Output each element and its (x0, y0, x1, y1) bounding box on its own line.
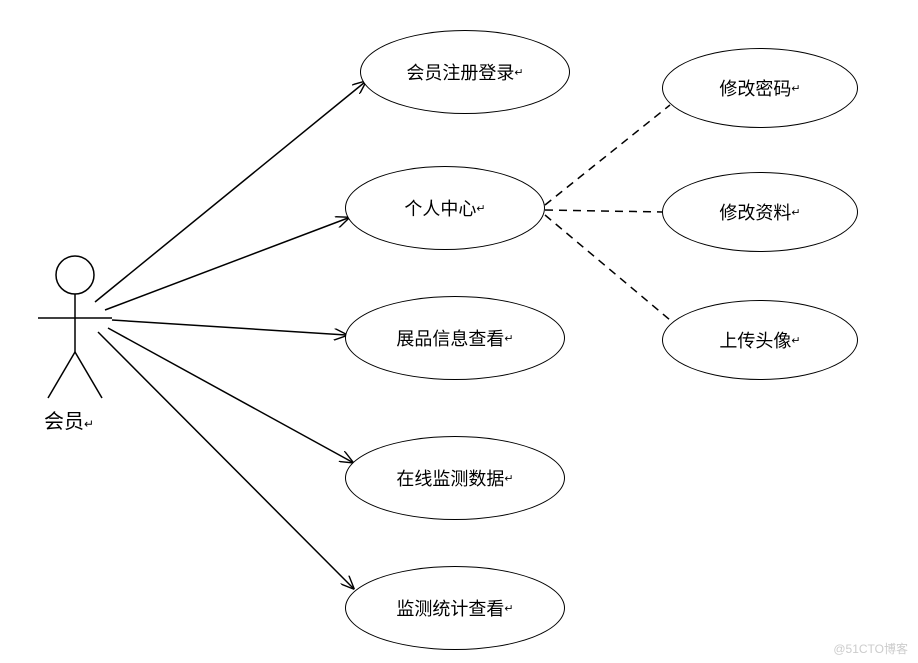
uc-upload-avatar-suffix: ↵ (791, 334, 800, 347)
uc-register-login: 会员注册登录↵ (360, 30, 570, 114)
edge-personal-password (545, 105, 670, 205)
uc-change-password-label: 修改密码 (719, 75, 791, 101)
uc-exhibit-view-label: 展品信息查看 (396, 325, 504, 351)
uc-personal-center: 个人中心↵ (345, 166, 545, 250)
uc-upload-avatar: 上传头像↵ (662, 300, 858, 380)
uc-exhibit-view: 展品信息查看↵ (345, 296, 565, 380)
uc-change-password: 修改密码↵ (662, 48, 858, 128)
uc-exhibit-view-suffix: ↵ (504, 332, 513, 345)
uc-change-profile-label: 修改资料 (719, 199, 791, 225)
uc-online-monitor-suffix: ↵ (504, 472, 513, 485)
edge-actor-exhibit (112, 320, 346, 335)
uc-register-login-suffix: ↵ (514, 66, 523, 79)
actor-figure (38, 256, 112, 398)
uc-online-monitor-label: 在线监测数据 (396, 465, 504, 491)
uc-monitor-stats: 监测统计查看↵ (345, 566, 565, 650)
edge-personal-avatar (545, 215, 670, 320)
edge-actor-stats (98, 332, 353, 588)
uc-change-profile: 修改资料↵ (662, 172, 858, 252)
uc-register-login-label: 会员注册登录 (406, 59, 514, 85)
uc-personal-center-label: 个人中心 (404, 195, 476, 221)
actor-leg-left (48, 352, 75, 398)
uc-change-profile-suffix: ↵ (791, 206, 800, 219)
uc-monitor-stats-suffix: ↵ (504, 602, 513, 615)
uc-online-monitor: 在线监测数据↵ (345, 436, 565, 520)
actor-label-text: 会员 (44, 411, 84, 433)
uc-upload-avatar-label: 上传头像 (719, 327, 791, 353)
uc-change-password-suffix: ↵ (791, 82, 800, 95)
actor-label: 会员↵ (44, 405, 94, 434)
uc-monitor-stats-label: 监测统计查看 (396, 595, 504, 621)
edge-actor-monitor (108, 328, 352, 462)
actor-leg-right (75, 352, 102, 398)
edge-actor-register (95, 82, 365, 302)
watermark: @51CTO博客 (833, 640, 908, 657)
uc-personal-center-suffix: ↵ (476, 202, 485, 215)
edge-personal-profile (545, 210, 662, 212)
actor-label-suffix: ↵ (84, 417, 94, 431)
actor-head-icon (56, 256, 94, 294)
